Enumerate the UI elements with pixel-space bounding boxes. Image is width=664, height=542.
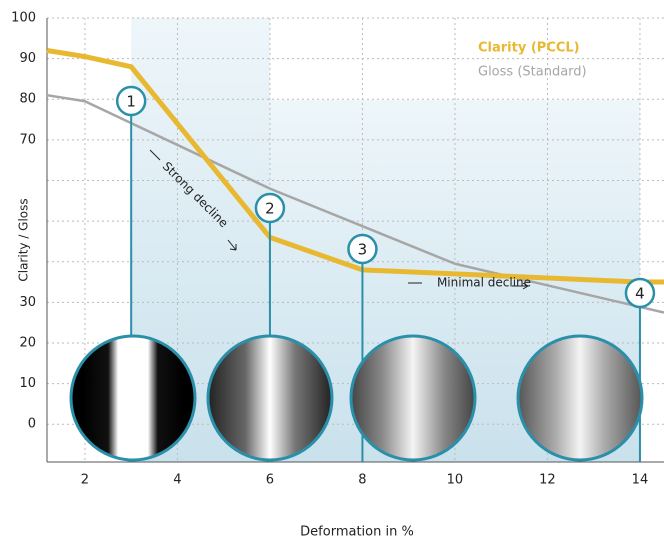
x-tick-label: 10	[447, 473, 464, 488]
x-tick-label: 2	[81, 473, 89, 488]
sample-image	[351, 336, 475, 460]
marker-label: 3	[358, 241, 368, 259]
y-tick-label: 90	[19, 51, 36, 66]
x-tick-label: 4	[173, 473, 181, 488]
y-tick-label: 20	[19, 335, 36, 350]
x-tick-label: 12	[539, 473, 556, 488]
legend-entry: Gloss (Standard)	[478, 65, 587, 80]
y-axis-label: Clarity / Gloss	[17, 198, 31, 281]
y-tick-label: 30	[19, 295, 36, 310]
sample-image	[208, 336, 332, 460]
y-tick-label: 0	[28, 417, 36, 432]
x-tick-label: 8	[358, 473, 366, 488]
x-tick-label: 14	[632, 473, 649, 488]
sample-image	[518, 336, 642, 460]
y-tick-label: 70	[19, 132, 36, 147]
y-tick-label: 10	[19, 376, 36, 391]
annotation: Minimal decline	[437, 276, 531, 290]
y-tick-label: 80	[19, 92, 36, 107]
x-axis-label: Deformation in %	[300, 525, 414, 540]
marker-label: 2	[265, 200, 275, 218]
chart: 01020307080901002468101214 Clarity (PCCL…	[0, 0, 664, 542]
x-tick-label: 6	[266, 473, 274, 488]
legend-entry: Clarity (PCCL)	[478, 41, 580, 56]
sample-image	[71, 336, 195, 460]
marker-label: 1	[126, 93, 136, 111]
y-tick-label: 100	[11, 11, 36, 26]
marker-label: 4	[635, 285, 645, 303]
